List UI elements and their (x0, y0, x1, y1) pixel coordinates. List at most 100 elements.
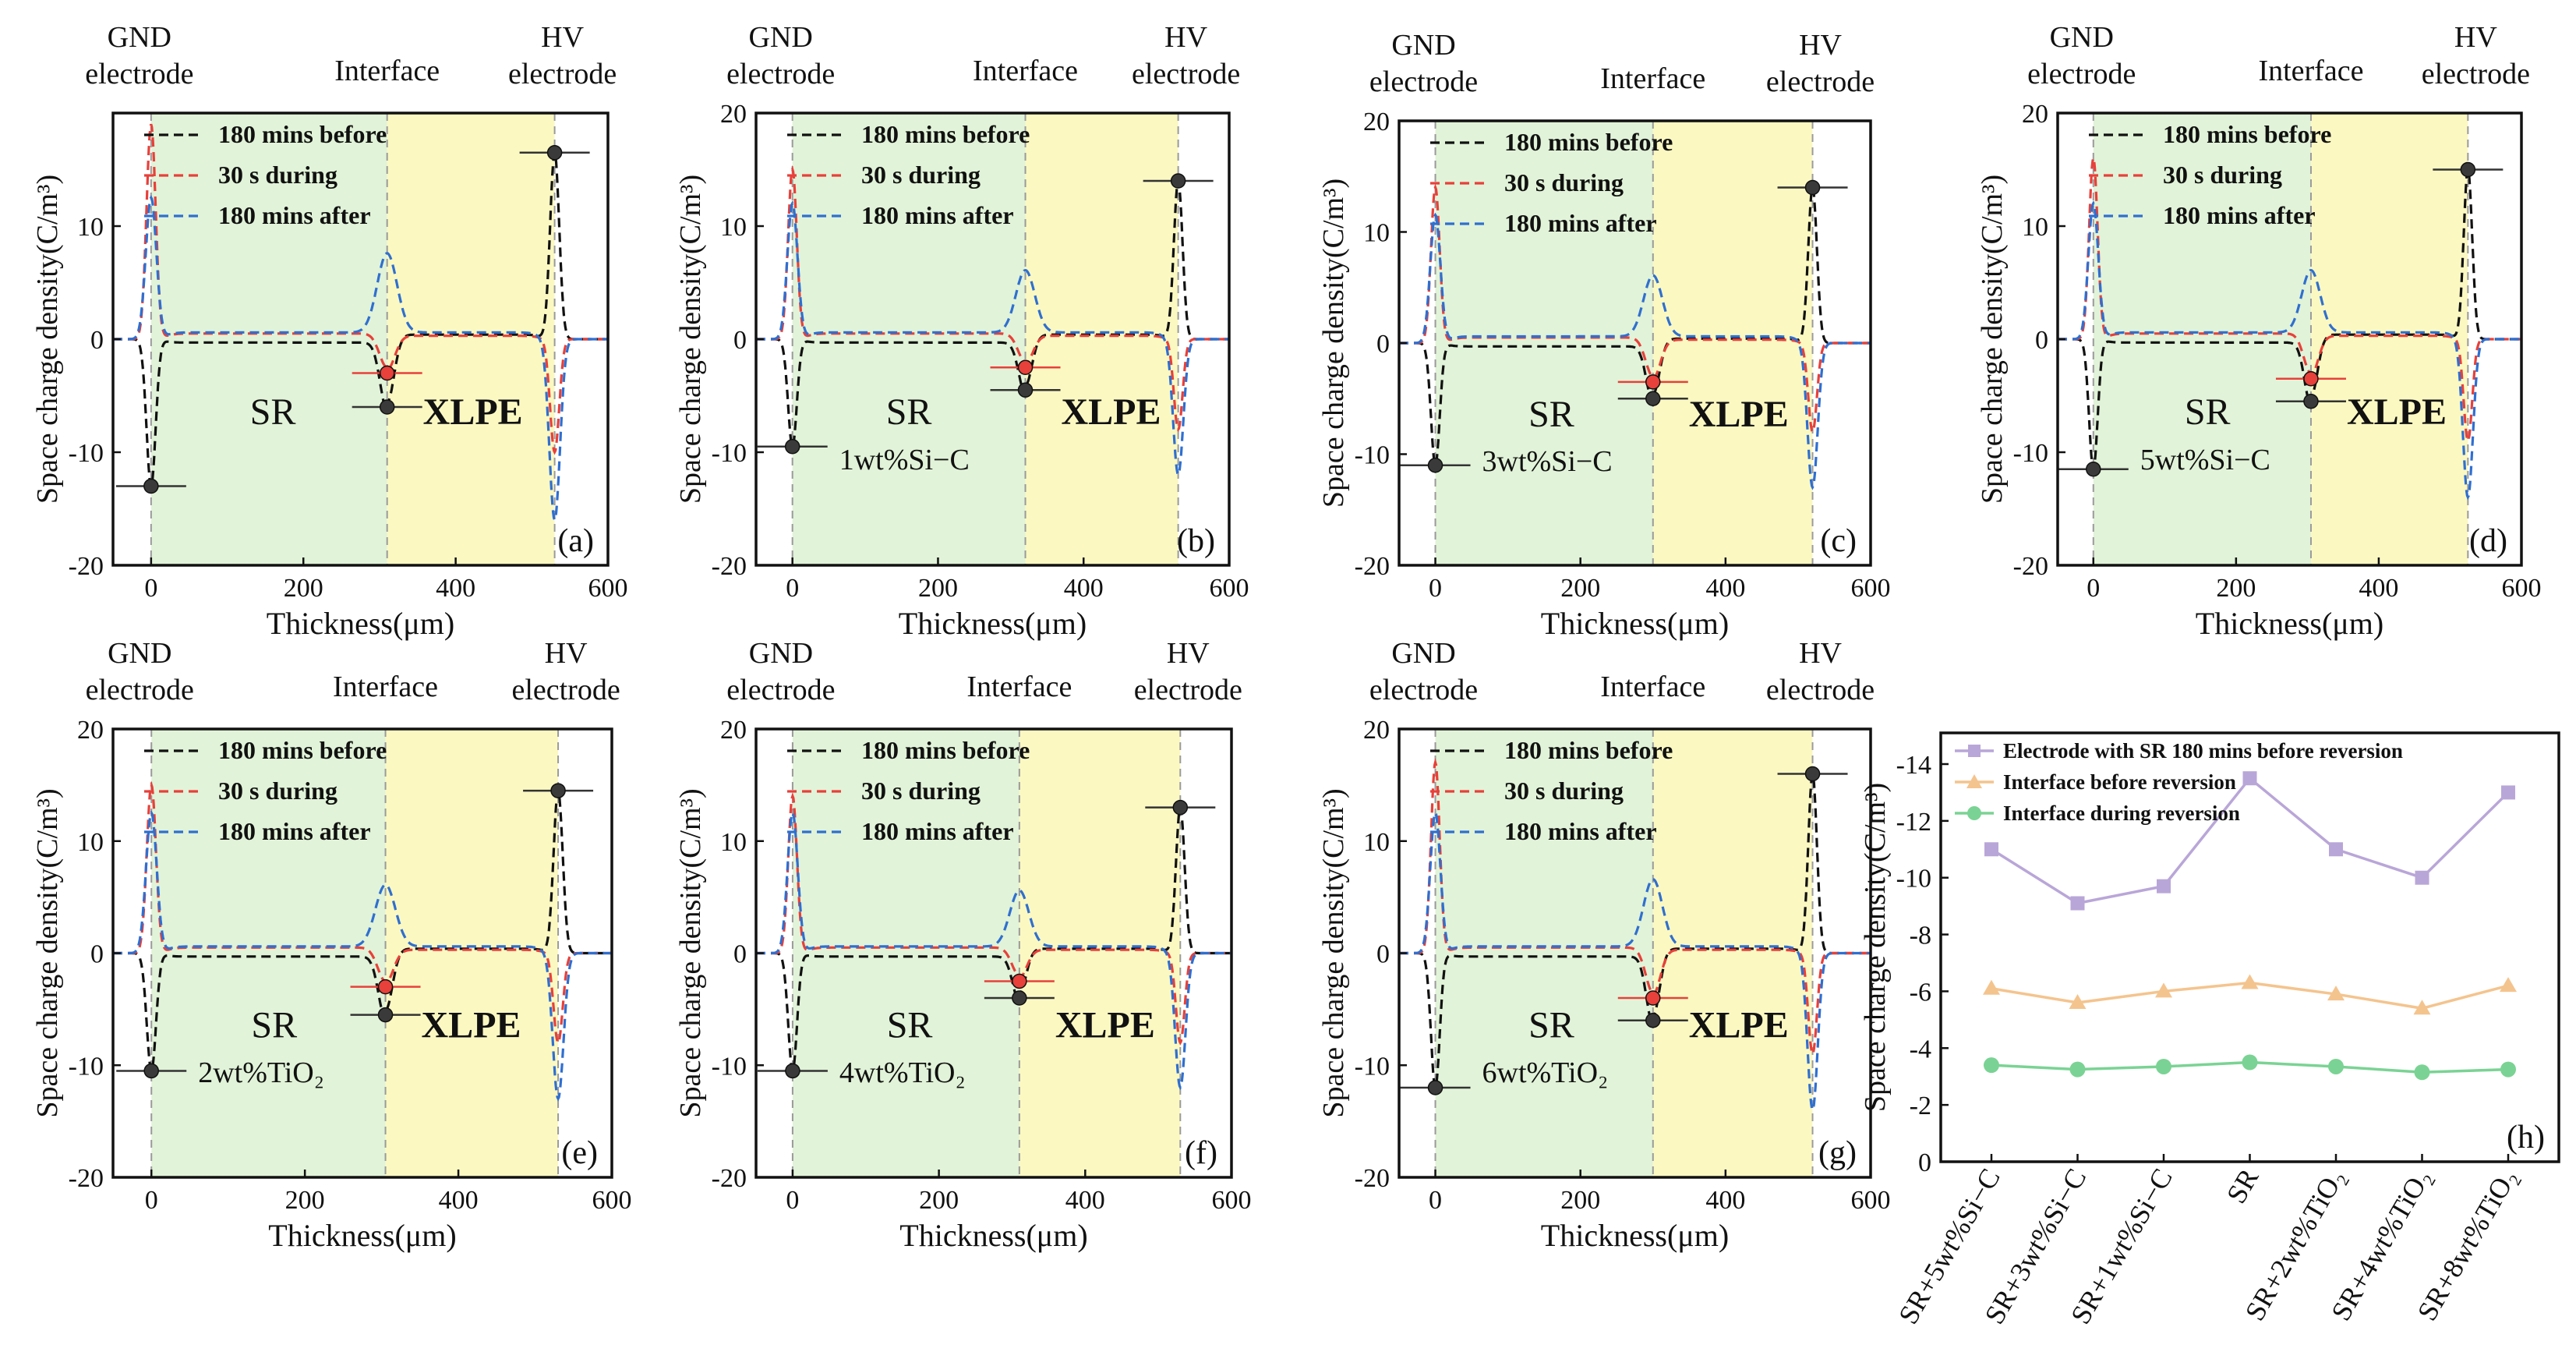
curve-180-mins-after (756, 200, 1229, 478)
hv-electrode-label: electrode (508, 58, 617, 90)
y-tick-label: 20 (1363, 108, 1390, 136)
data-point (1984, 1057, 1999, 1074)
y-tick-label: 10 (720, 213, 747, 242)
y-tick-label: 0 (733, 326, 747, 355)
y-tick-label: -10 (1355, 441, 1390, 470)
legend-marker (1966, 774, 1982, 788)
xlpe-region (2310, 113, 2468, 565)
panel-e: 0 200 400 600 -20 -10 0 10 20 Thickness(μm) Space … (31, 637, 632, 1253)
gnd-electrode-label: electrode (1369, 674, 1478, 706)
y-axis-label: Space charge density(C/m³) (1317, 788, 1350, 1117)
y-tick-label: -10 (712, 439, 747, 468)
data-marker (2303, 394, 2319, 409)
data-point (2414, 1064, 2430, 1081)
sr-label: SR (251, 1004, 297, 1046)
xlpe-region (385, 729, 559, 1177)
y-tick-label: 20 (77, 716, 104, 745)
y-tick-label: -20 (712, 552, 747, 581)
x-tick-label: 600 (588, 574, 628, 603)
data-point (2155, 982, 2172, 998)
y-axis-label: Space charge density(C/m³) (1859, 783, 1892, 1112)
x-axis-label: Thickness(μm) (899, 606, 1087, 641)
legend-label: Interface before reversion (2003, 770, 2236, 794)
y-tick-label: -12 (1896, 808, 1931, 837)
y-tick-label: 0 (1918, 1148, 1931, 1177)
y-tick-label: -20 (69, 552, 104, 581)
sr-region (792, 729, 1019, 1177)
data-marker (1645, 391, 1661, 406)
y-tick-label: 20 (1363, 716, 1390, 745)
legend-label: 30 s during (1504, 168, 1624, 196)
x-tick-label: 0 (786, 574, 799, 603)
data-marker (1017, 382, 1034, 398)
data-point (2241, 974, 2259, 989)
data-point (2328, 1058, 2344, 1074)
y-tick-label: -10 (712, 1052, 747, 1081)
sr-region (1435, 729, 1653, 1177)
legend-label: Electrode with SR 180 mins before revers… (2003, 739, 2403, 763)
y-tick-label: 10 (720, 828, 747, 857)
y-tick-label: -4 (1910, 1035, 1931, 1063)
gnd-electrode-label: electrode (1369, 65, 1478, 98)
y-tick-label: 10 (2022, 213, 2048, 242)
y-tick-label: -20 (1355, 552, 1390, 581)
xlpe-region (1019, 729, 1181, 1177)
legend-label: 180 mins before (1504, 128, 1673, 156)
hv-electrode-label: electrode (2422, 58, 2530, 90)
x-tick-label: 200 (918, 574, 958, 603)
data-marker (1172, 799, 1189, 816)
data-marker (1170, 173, 1186, 189)
x-axis-label: Thickness(μm) (267, 606, 454, 641)
data-marker (377, 978, 394, 995)
legend-label: 180 mins after (861, 201, 1014, 229)
data-point (2070, 896, 2085, 911)
legend-label: Interface during reversion (2003, 802, 2240, 825)
y-tick-label: 0 (90, 326, 104, 355)
x-axis-label: Thickness(μm) (1541, 1218, 1729, 1253)
legend-label: 180 mins after (218, 201, 371, 229)
legend-label: 30 s during (218, 777, 337, 805)
sr-label: SR (1528, 1004, 1574, 1046)
x-tick-label: 0 (144, 574, 157, 603)
data-marker (550, 783, 566, 798)
y-tick-label: 0 (733, 940, 747, 969)
sample-label: 2wt%TiO₂ (198, 1056, 324, 1089)
panel-a: 0 200 400 600 -20 -10 0 10 Thickness(μm) Space ch… (31, 21, 628, 641)
legend-label: 180 mins before (218, 120, 387, 148)
data-marker (377, 1007, 394, 1023)
y-tick-label: 10 (1363, 828, 1390, 857)
data-point (2413, 1000, 2431, 1015)
data-marker (1427, 1080, 1443, 1095)
x-tick-label: 0 (786, 1186, 799, 1215)
sample-label: 3wt%Si−C (1482, 445, 1613, 478)
gnd-label: GND (108, 637, 171, 670)
hv-label: HV (1799, 29, 1842, 62)
legend-label: 180 mins after (218, 817, 371, 845)
xlpe-label: XLPE (1689, 394, 1789, 435)
y-tick-label: -20 (2013, 552, 2048, 581)
data-point (2501, 785, 2515, 800)
y-tick-label: -20 (1355, 1164, 1390, 1193)
gnd-electrode-label: electrode (2027, 58, 2136, 90)
y-axis-label: Space charge density(C/m³) (31, 788, 64, 1117)
data-point (2500, 1061, 2516, 1078)
xlpe-label: XLPE (1055, 1004, 1155, 1046)
xlpe-label: XLPE (1689, 1004, 1789, 1046)
x-tick-label: SR (2221, 1163, 2265, 1209)
sample-label: 6wt%TiO₂ (1482, 1056, 1609, 1089)
sr-label: SR (1528, 394, 1574, 435)
hv-electrode-label: electrode (1766, 65, 1875, 98)
y-axis-label: Space charge density(C/m³) (1976, 175, 2009, 504)
gnd-electrode-label: electrode (726, 58, 835, 90)
x-tick-label: 0 (2087, 574, 2100, 603)
sample-label: 4wt%TiO₂ (839, 1056, 966, 1089)
data-point (2156, 1058, 2171, 1074)
data-marker (1645, 1013, 1661, 1028)
xlpe-region (1025, 113, 1178, 565)
y-tick-label: 20 (720, 100, 747, 129)
panel-b: 0 200 400 600 -20 -10 0 10 20 Thickness(μm) Space … (674, 21, 1249, 641)
legend-label: 180 mins before (861, 120, 1030, 148)
y-tick-label: 10 (77, 213, 104, 242)
data-marker (546, 145, 563, 161)
data-marker (784, 439, 800, 455)
